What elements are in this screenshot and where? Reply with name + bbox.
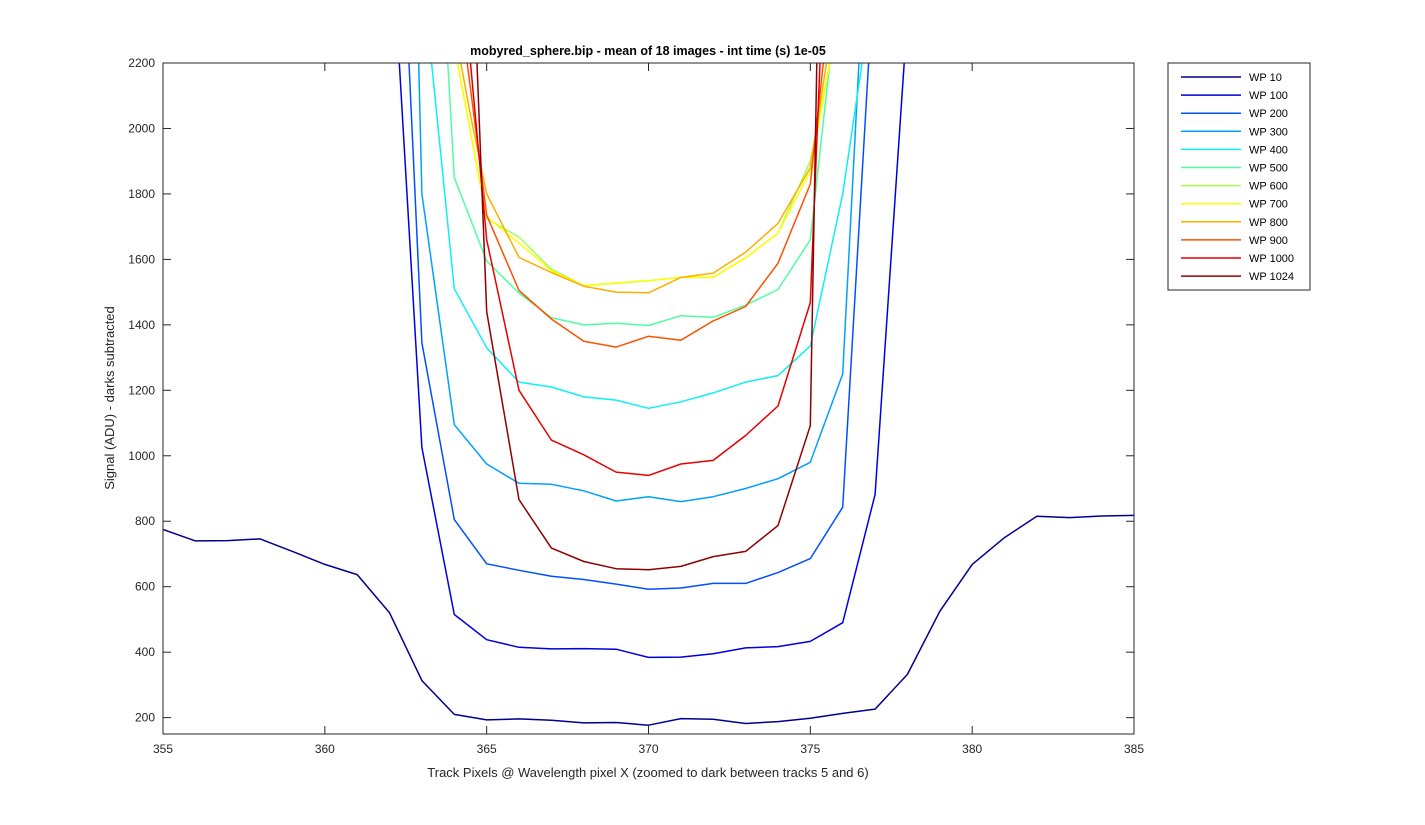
series-line-wp-800: [460, 63, 828, 294]
legend-entry-label: WP 200: [1249, 108, 1288, 120]
y-tick-label: 400: [135, 645, 155, 659]
x-axis: 355 360 365 370 375 380 385: [153, 63, 1144, 756]
y-axis: 200 400 600 800 1000 1200 1400 1600 1800 2000 2200: [128, 56, 1134, 725]
legend-entry-label: WP 300: [1249, 126, 1288, 138]
plot-area-frame: [162, 62, 1135, 735]
x-tick-label: 370: [638, 742, 658, 756]
legend-entry-label: WP 100: [1249, 90, 1288, 102]
x-axis-label: Track Pixels @ Wavelength pixel X (zoome…: [427, 765, 868, 780]
legend-entry-label: WP 600: [1249, 181, 1288, 193]
series-layer: [163, 63, 1134, 726]
series-line-wp-900: [466, 63, 825, 348]
legend: WP 10 WP 100 WP 200 WP 300 WP 400 WP 500 WP 60…: [1167, 62, 1311, 291]
y-tick-label: 1600: [128, 252, 155, 266]
legend-entry-label: WP 900: [1249, 235, 1288, 247]
legend-entry-label: WP 500: [1249, 163, 1288, 175]
y-tick-label: 1400: [128, 318, 155, 332]
legend-entry-label: WP 1024: [1249, 271, 1294, 283]
series-line-wp-1024: [476, 63, 818, 571]
y-tick-label: 200: [135, 711, 155, 725]
y-tick-label: 2000: [128, 121, 155, 135]
y-tick-label: 600: [135, 580, 155, 594]
y-tick-label: 1000: [128, 449, 155, 463]
legend-entry-label: WP 10: [1249, 72, 1282, 84]
chart-title: mobyred_sphere.bip - mean of 18 images -…: [470, 44, 826, 58]
series-line-wp-100: [398, 63, 905, 659]
series-line-wp-500: [447, 63, 831, 327]
y-axis-label: Signal (ADU) - darks subtracted: [102, 306, 117, 490]
series-line-wp-300: [417, 63, 860, 503]
x-tick-label: 360: [315, 742, 335, 756]
legend-entry-label: WP 700: [1249, 199, 1288, 211]
x-tick-label: 355: [153, 742, 173, 756]
series-line-wp-10: [163, 514, 1134, 726]
series-line-wp-200: [408, 63, 870, 591]
legend-entry-label: WP 800: [1249, 217, 1288, 229]
y-tick-label: 1200: [128, 383, 155, 397]
x-tick-label: 375: [800, 742, 820, 756]
series-line-wp-700: [456, 63, 831, 287]
y-tick-label: 2200: [128, 56, 155, 70]
y-tick-label: 800: [135, 514, 155, 528]
legend-entry-label: WP 1000: [1249, 253, 1294, 265]
x-tick-label: 365: [477, 742, 497, 756]
x-tick-label: 380: [962, 742, 982, 756]
series-line-wp-1000: [469, 63, 821, 477]
series-line-wp-400: [430, 63, 863, 410]
x-tick-label: 385: [1124, 742, 1144, 756]
legend-entry-label: WP 400: [1249, 144, 1288, 156]
y-tick-label: 1800: [128, 187, 155, 201]
legend-box: [1167, 62, 1311, 291]
series-line-wp-600: [456, 63, 831, 287]
